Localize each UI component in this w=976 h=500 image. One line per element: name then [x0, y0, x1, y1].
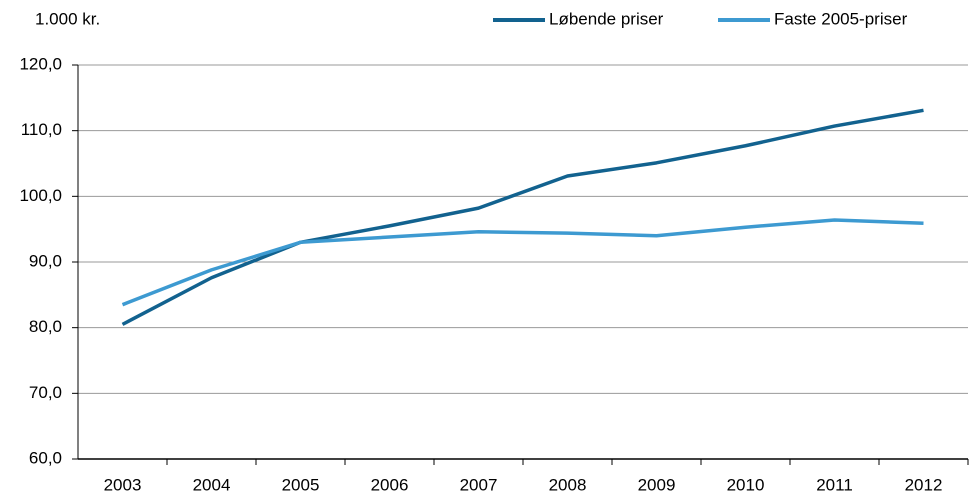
y-axis-label: 1.000 kr. [35, 9, 100, 28]
x-tick-label: 2010 [727, 475, 765, 494]
x-tick-label: 2008 [549, 475, 587, 494]
x-tick-label: 2003 [104, 475, 142, 494]
x-tick-label: 2004 [193, 475, 231, 494]
x-tick-label: 2012 [905, 475, 943, 494]
y-tick-label: 80,0 [29, 317, 62, 336]
y-tick-label: 110,0 [21, 120, 62, 139]
y-tick-label: 90,0 [29, 251, 62, 270]
x-tick-label: 2006 [371, 475, 409, 494]
legend-label: Faste 2005-priser [774, 9, 908, 28]
series-line [121, 218, 924, 307]
y-tick-label: 70,0 [29, 383, 62, 402]
x-tick-label: 2007 [460, 475, 498, 494]
x-tick-label: 2009 [638, 475, 676, 494]
x-tick-label: 2005 [282, 475, 320, 494]
x-tick-label: 2011 [816, 475, 853, 494]
legend-label: Løbende priser [549, 9, 664, 28]
y-tick-label: 120,0 [19, 54, 62, 73]
series-line [121, 108, 924, 326]
y-tick-label: 60,0 [29, 448, 62, 467]
y-tick-label: 100,0 [19, 186, 62, 205]
